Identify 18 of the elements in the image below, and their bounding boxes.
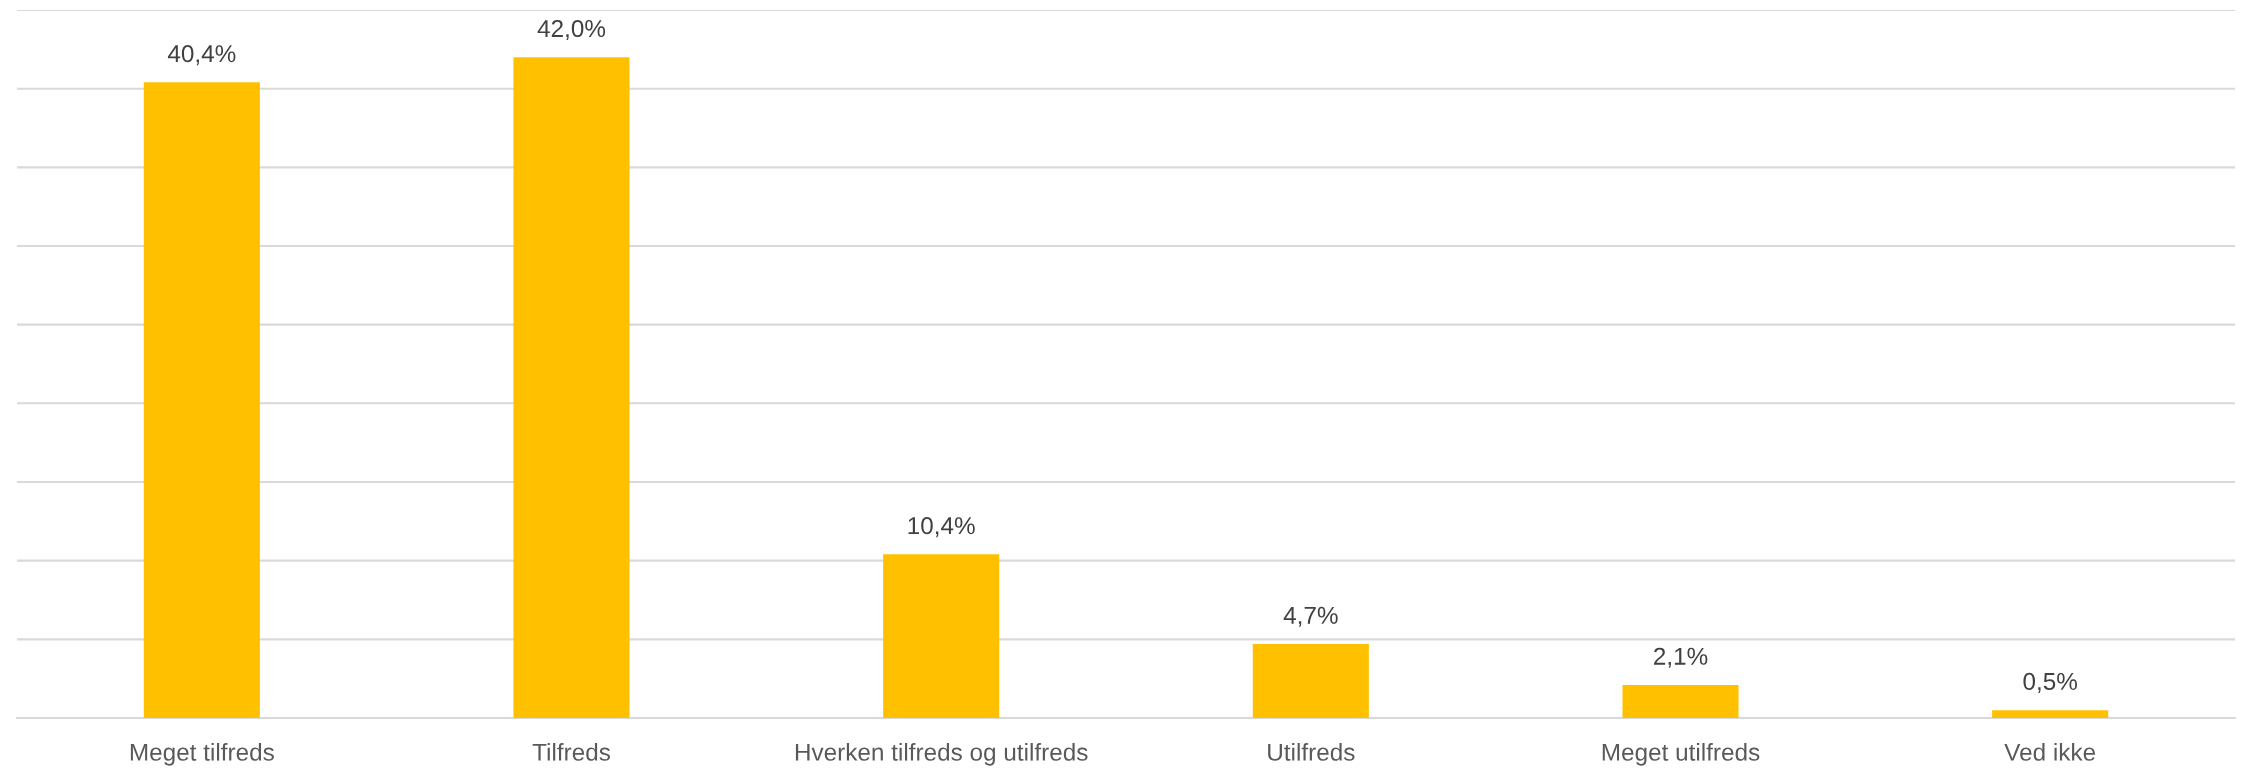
bar bbox=[1992, 710, 2109, 718]
x-tick-label: Hverken tilfreds og utilfreds bbox=[795, 743, 1088, 766]
data-label: 2,1% bbox=[1654, 647, 1708, 668]
data-label: 0,5% bbox=[2023, 672, 2077, 693]
bar bbox=[143, 82, 260, 718]
bar bbox=[883, 554, 1000, 718]
x-tick-label: Ved ikke bbox=[2004, 743, 2096, 761]
bar bbox=[1622, 684, 1739, 718]
x-tick-label: Utilfreds bbox=[1268, 743, 1355, 761]
x-tick-label: Tilfreds bbox=[532, 743, 611, 761]
x-tick-label: Meget utilfreds bbox=[1602, 743, 1760, 766]
data-label: 10,4% bbox=[908, 517, 975, 538]
bar bbox=[513, 57, 630, 718]
x-tick-label: Meget tilfreds bbox=[130, 743, 274, 766]
data-label: 42,0% bbox=[537, 19, 606, 40]
data-label: 4,7% bbox=[1283, 606, 1338, 627]
data-label: 40,4% bbox=[167, 45, 236, 66]
bar bbox=[1252, 644, 1369, 718]
